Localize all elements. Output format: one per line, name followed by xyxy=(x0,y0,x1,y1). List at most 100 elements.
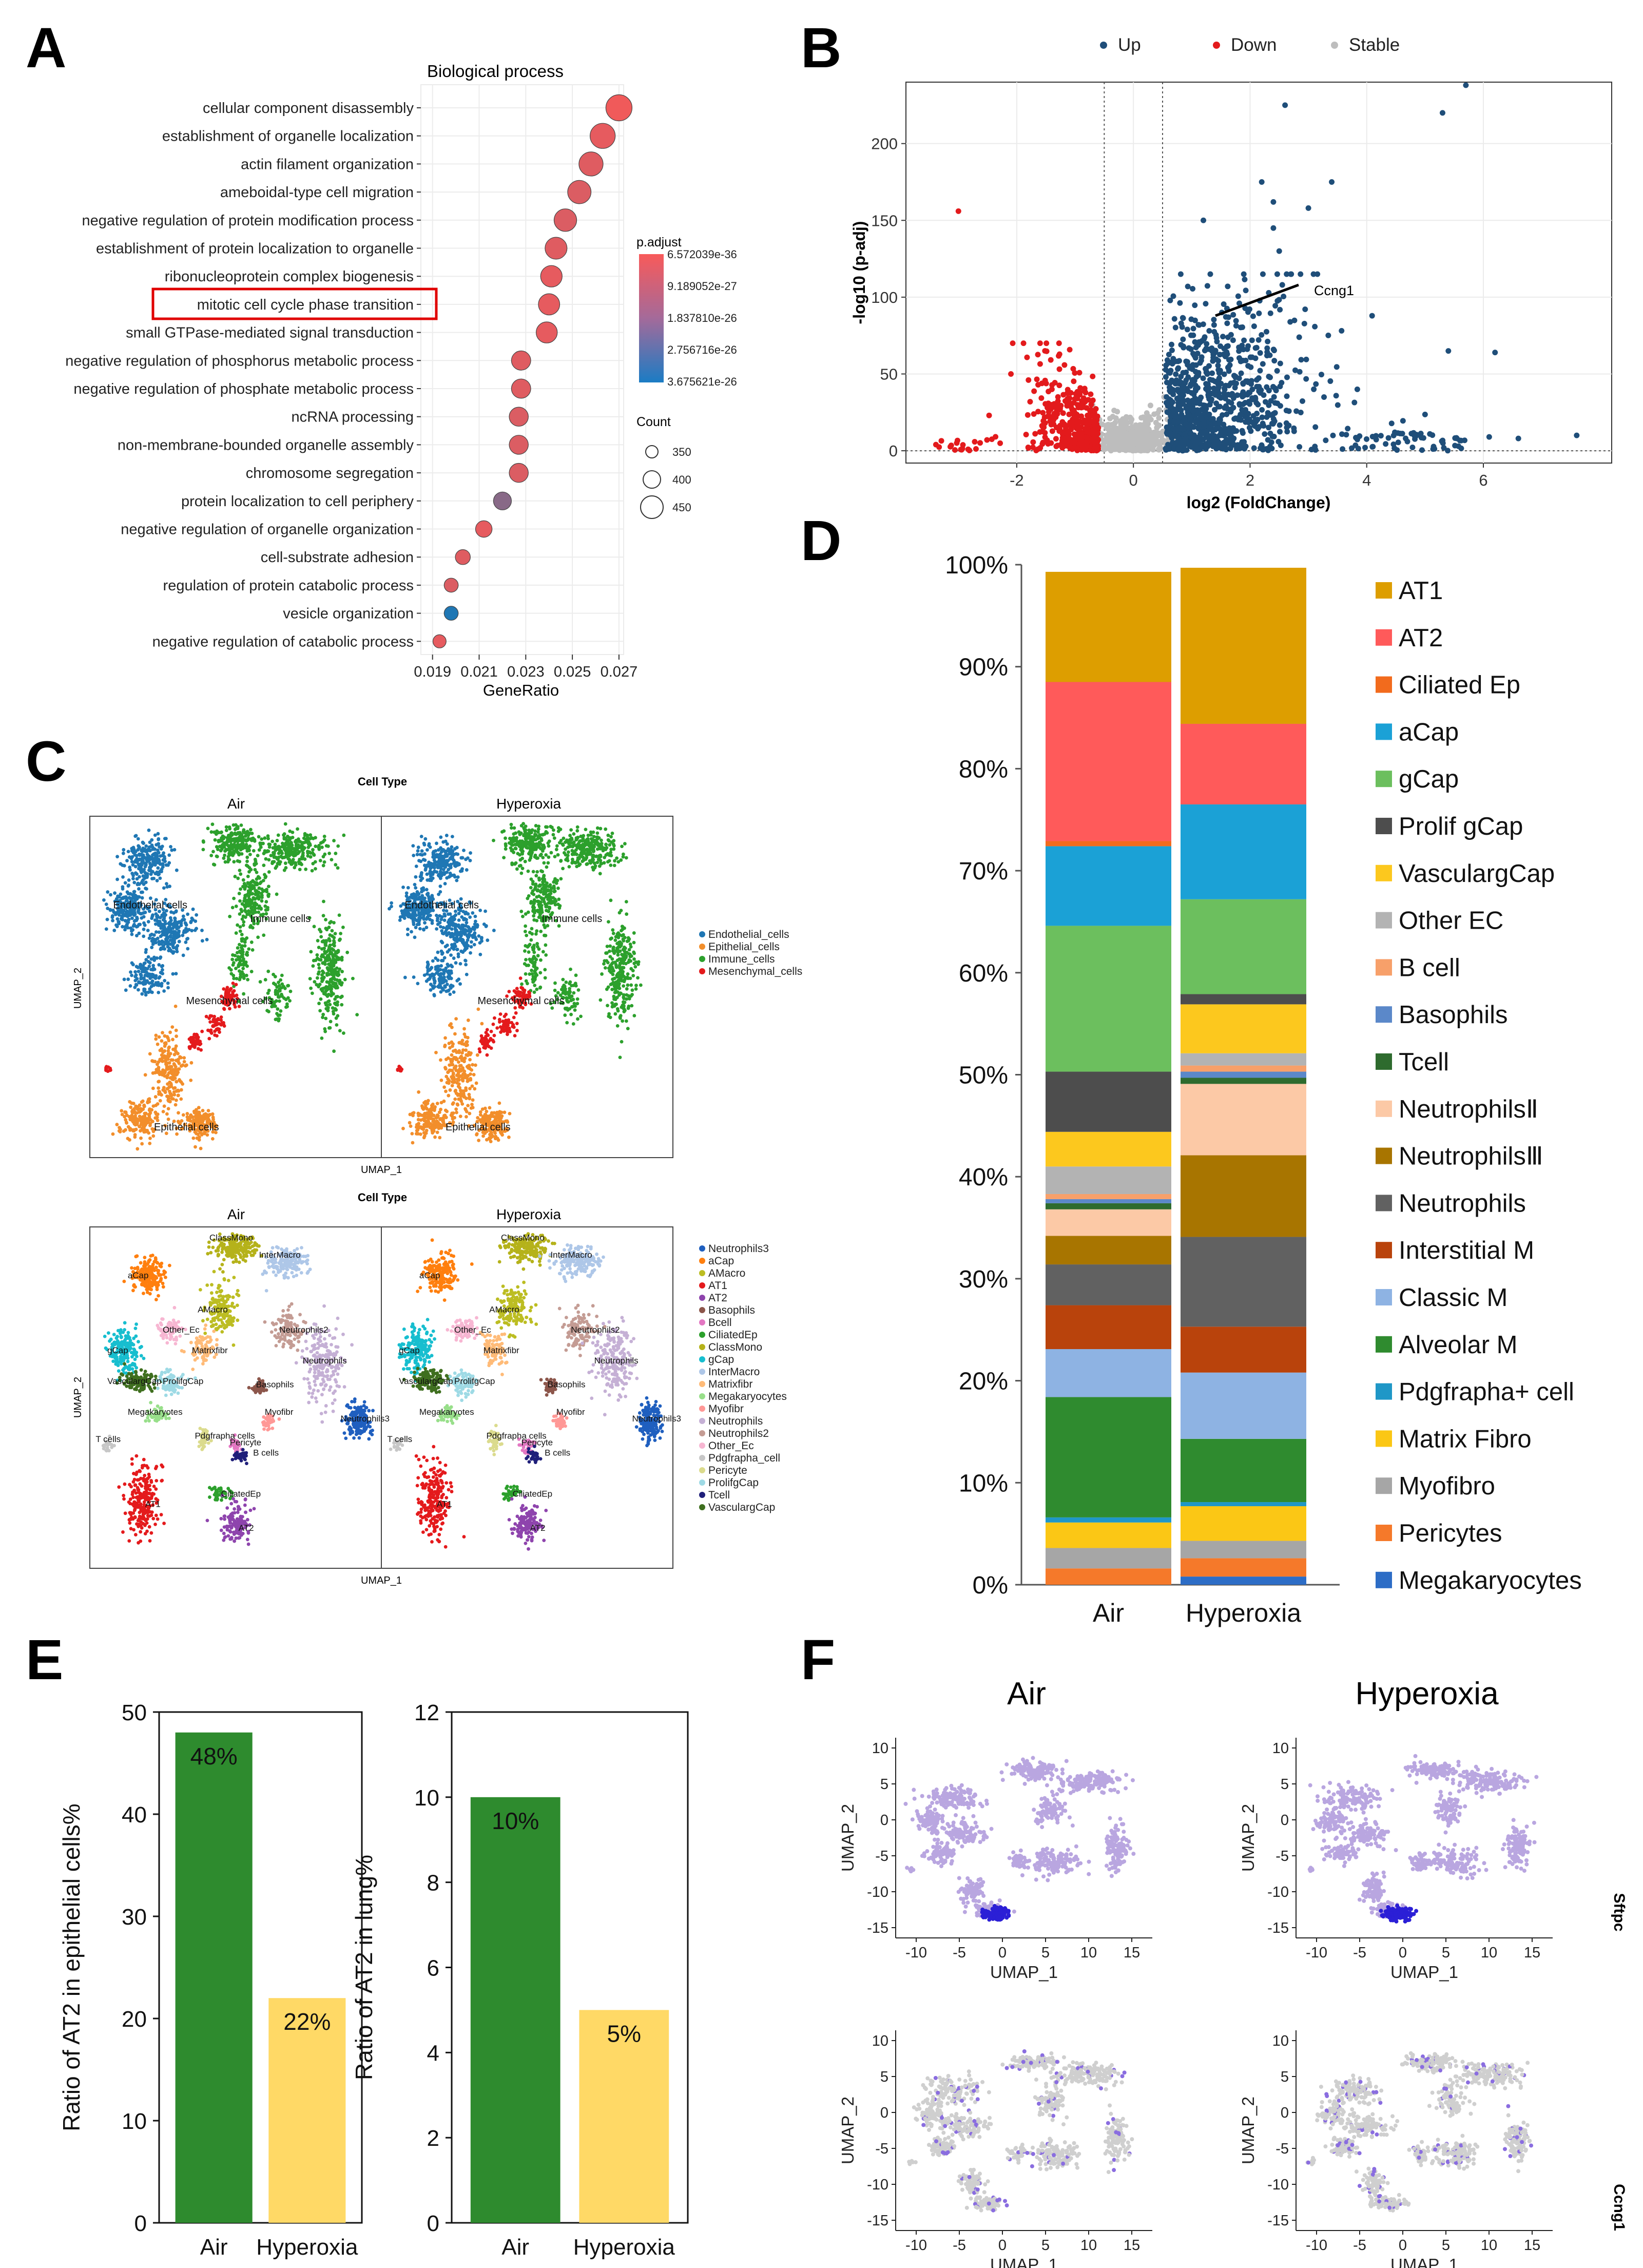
up-point xyxy=(1267,310,1273,316)
umap-cell-point xyxy=(215,855,219,859)
umap-cell-point xyxy=(227,966,231,970)
umap-cell-point xyxy=(153,833,157,837)
up-point xyxy=(1199,354,1205,360)
umap-cell-point xyxy=(133,858,138,862)
a-term-label: negative regulation of protein modificat… xyxy=(82,213,414,229)
umap-cell-point xyxy=(245,859,249,863)
umap-cell-point xyxy=(280,992,283,996)
umap-cell-point xyxy=(158,975,162,979)
a-term-label: establishment of protein localization to… xyxy=(96,241,414,257)
umap-cell-point xyxy=(342,833,346,837)
umap-cell-point xyxy=(332,839,336,842)
umap-cell-point xyxy=(137,858,141,862)
umap-cluster-label: Epithelial cells xyxy=(154,1122,219,1133)
umap-cell-point xyxy=(172,933,176,937)
umap-cell-point xyxy=(275,892,279,896)
umap-cell-point xyxy=(106,890,110,894)
up-point xyxy=(1292,367,1299,373)
umap-cell-point xyxy=(142,915,146,919)
umap-cell-point xyxy=(239,848,243,852)
umap-cell-point xyxy=(127,878,131,882)
umap-cell-point xyxy=(406,886,410,890)
umap-cell-point xyxy=(318,983,322,986)
umap-cell-point xyxy=(317,966,321,970)
up-point xyxy=(1311,386,1317,392)
umap-cell-point xyxy=(147,909,151,913)
umap-cell-point xyxy=(213,1033,217,1037)
down-point xyxy=(1083,390,1089,396)
umap-cell-point xyxy=(161,1031,164,1035)
umap-cell-point xyxy=(143,987,147,991)
umap-cell-point xyxy=(149,872,153,876)
umap-cell-point xyxy=(143,923,147,927)
up-point xyxy=(1297,369,1303,375)
umap-cell-point xyxy=(146,959,150,964)
umap-cell-point xyxy=(288,989,293,993)
umap-cell-point xyxy=(314,844,318,848)
count-legend-label: 350 xyxy=(672,446,691,458)
up-point xyxy=(1192,386,1199,392)
umap-cell-point xyxy=(231,990,235,994)
umap-cell-point xyxy=(445,842,449,846)
umap-cell-point xyxy=(167,1046,171,1050)
stable-point xyxy=(1111,446,1117,452)
umap-cell-point xyxy=(224,829,228,833)
umap-cell-point xyxy=(177,1058,180,1062)
up-point xyxy=(1293,408,1300,414)
umap-cell-point xyxy=(324,1007,328,1011)
umap-cell-point xyxy=(120,1112,124,1117)
umap-cell-point xyxy=(234,931,238,935)
umap-cell-point xyxy=(189,1078,193,1082)
up-point xyxy=(1211,390,1217,396)
a-term-label: negative regulation of phosphate metabol… xyxy=(73,381,414,397)
umap-cell-point xyxy=(144,950,148,954)
umap-cell-point xyxy=(130,855,134,859)
umap-cell-point xyxy=(229,972,234,976)
umap-cell-point xyxy=(465,868,469,872)
umap-cell-point xyxy=(225,840,229,844)
umap-cell-point xyxy=(313,860,317,864)
umap-cell-point xyxy=(325,986,328,990)
umap-cell-point xyxy=(416,845,420,849)
stable-point xyxy=(1129,442,1135,448)
down-point xyxy=(1073,424,1079,430)
up-point xyxy=(1245,309,1251,315)
umap-cell-point xyxy=(117,921,121,926)
up-point xyxy=(1225,314,1231,320)
down-point xyxy=(1055,394,1061,400)
up-point xyxy=(1177,402,1183,408)
umap-cell-point xyxy=(336,995,340,998)
umap-cell-point xyxy=(326,844,330,848)
umap-cell-point xyxy=(176,944,180,948)
up-point xyxy=(1260,361,1266,367)
umap-cell-point xyxy=(238,975,242,979)
umap-cell-point xyxy=(210,1112,215,1116)
umap-cell-point xyxy=(161,922,165,927)
a-term-label: establishment of organelle localization xyxy=(162,128,414,145)
down-point xyxy=(1056,366,1062,372)
up-point xyxy=(1171,426,1177,432)
up-point xyxy=(1369,433,1376,439)
umap-cell-point xyxy=(235,951,239,955)
up-point xyxy=(1445,348,1452,354)
umap-cell-point xyxy=(448,874,452,878)
umap-cell-point xyxy=(105,917,109,921)
umap-cell-point xyxy=(194,1145,197,1149)
umap-cell-point xyxy=(112,910,116,914)
umap-cell-point xyxy=(148,1124,152,1127)
umap-cell-point xyxy=(264,857,268,861)
stable-point xyxy=(1111,438,1117,444)
umap-cell-point xyxy=(137,969,141,973)
umap-cell-point xyxy=(200,929,204,932)
down-point xyxy=(1032,431,1038,437)
up-point xyxy=(1277,360,1283,367)
umap-cell-point xyxy=(414,875,418,879)
umap-cell-point xyxy=(129,905,133,909)
umap-cell-point xyxy=(140,912,144,916)
stable-point xyxy=(1134,447,1140,453)
a-dot xyxy=(511,378,531,399)
umap-cell-point xyxy=(351,976,355,981)
down-point xyxy=(1053,436,1059,442)
umap-cell-point xyxy=(254,859,258,863)
umap-cell-point xyxy=(322,834,326,838)
